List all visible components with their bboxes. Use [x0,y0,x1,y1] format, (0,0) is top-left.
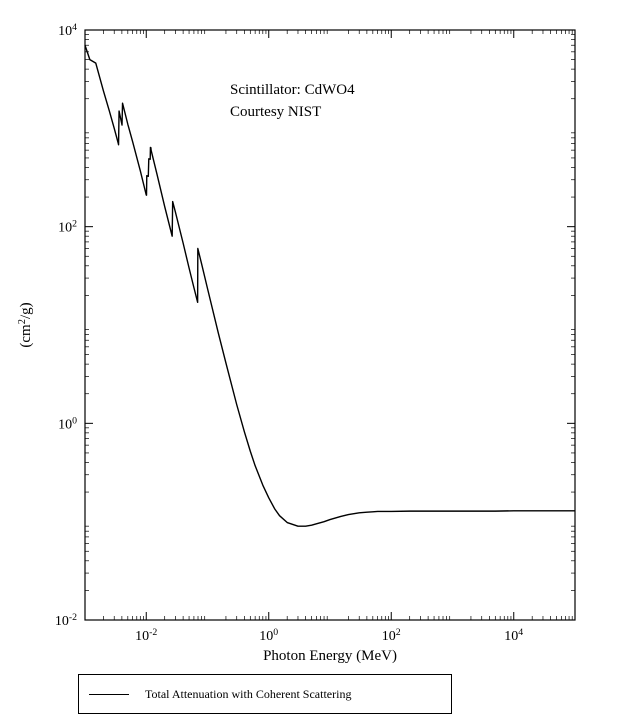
svg-text:104: 104 [504,627,523,645]
x-axis-label: Photon Energy (MeV) [263,648,397,664]
chart-container: 10-2 100 102 104 10-2 100 102 104 Photon Energy … [0,0,621,720]
chart-annotation: Scintillator: CdWO4 Courtesy NIST [230,80,355,124]
svg-text:100: 100 [259,627,278,645]
y-axis-label: (cm2/g) [17,302,35,347]
svg-text:102: 102 [382,627,401,645]
annotation-line-2: Courtesy NIST [230,102,355,124]
svg-text:104: 104 [58,22,77,40]
svg-text:100: 100 [58,415,77,433]
legend: Total Attenuation with Coherent Scatteri… [78,674,452,714]
svg-text:10-2: 10-2 [55,612,77,630]
annotation-line-1: Scintillator: CdWO4 [230,80,355,102]
svg-text:10-2: 10-2 [135,627,157,645]
svg-text:102: 102 [58,218,77,236]
legend-label: Total Attenuation with Coherent Scatteri… [145,687,351,702]
legend-line-sample [89,694,129,695]
